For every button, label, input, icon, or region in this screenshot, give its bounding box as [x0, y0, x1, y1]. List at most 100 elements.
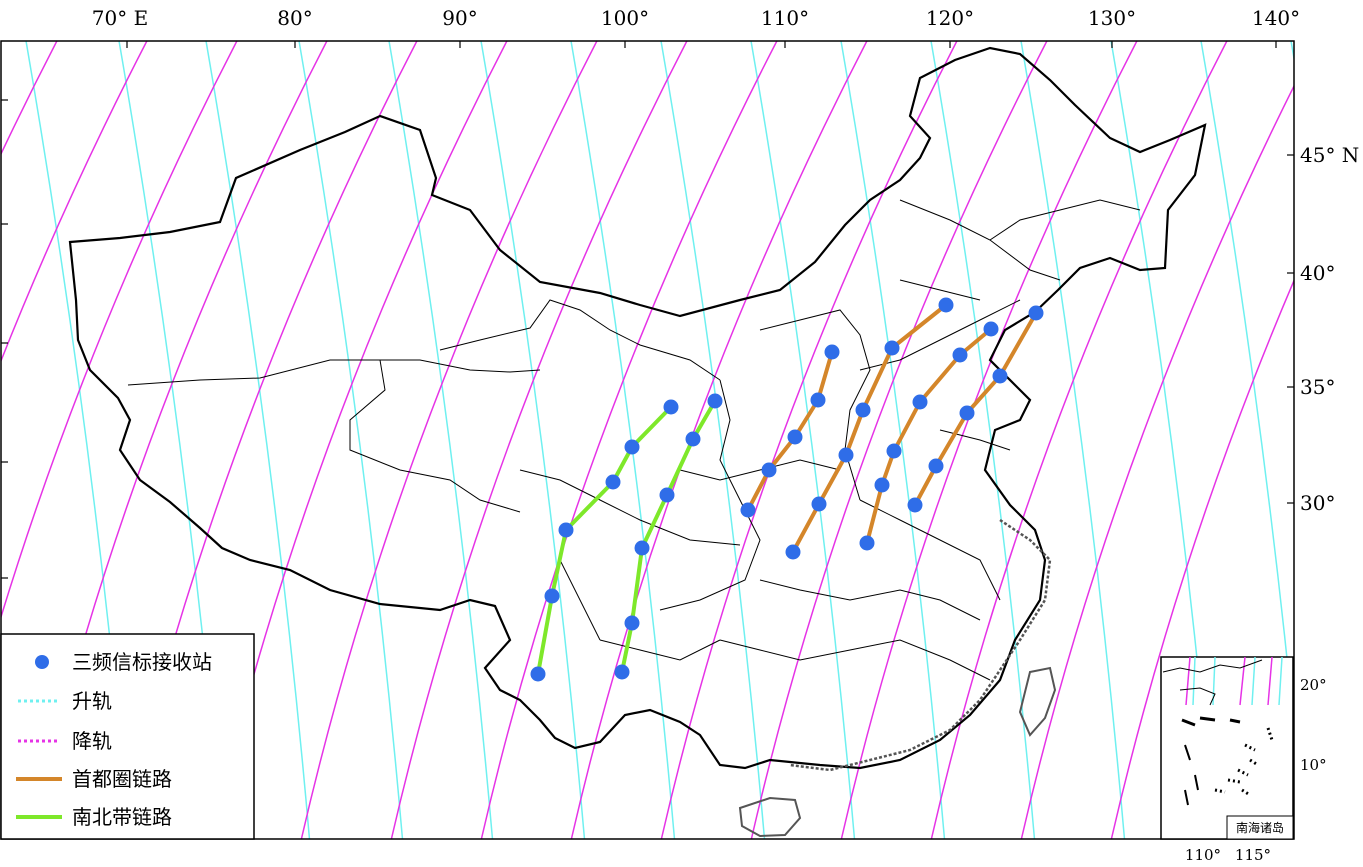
descending-track [1, 41, 238, 620]
lon-label-110: 110° [761, 6, 809, 30]
station-marker [912, 394, 928, 410]
station-marker [785, 544, 801, 560]
lon-label-100: 100° [601, 6, 649, 30]
lat-label-35: 35° [1300, 375, 1335, 399]
ascending-track [750, 41, 856, 839]
lon-label-140: 140° [1252, 6, 1300, 30]
station-marker [874, 477, 890, 493]
lat-label-30: 30° [1300, 491, 1335, 515]
station-marker [663, 399, 679, 415]
station-marker [983, 321, 999, 337]
descending-track [390, 41, 688, 839]
capital-link [791, 303, 948, 553]
lon-label-120: 120° [926, 6, 974, 30]
legend-label-ns-link: 南北带链路 [72, 805, 172, 829]
descending-track [750, 41, 1048, 839]
station-marker [787, 429, 803, 445]
station-marker [886, 443, 902, 459]
descending-track [660, 41, 958, 839]
ascending-track [205, 41, 311, 839]
taiwan-outline [1018, 666, 1057, 737]
ascending-track [930, 41, 1036, 839]
legend-label-ascending: 升轨 [72, 689, 112, 713]
inset-lon-label-110: 110° [1185, 846, 1221, 864]
province-borders [127, 199, 1141, 681]
ascending-track [1200, 41, 1294, 735]
ascending-track [570, 41, 676, 839]
station-marker [707, 393, 723, 409]
lat-label-45: 45° N [1300, 143, 1359, 167]
descending-track [840, 41, 1138, 839]
station-marker [558, 522, 574, 538]
station-marker [614, 664, 630, 680]
station-marker [859, 535, 875, 551]
longitude-labels: 70° E 80° 90° 100° 110° 120° 130° 140° [92, 6, 1300, 30]
ascending-track [388, 41, 494, 839]
hainan-outline [738, 796, 802, 838]
ascending-track [480, 41, 586, 839]
ascending-track [660, 41, 766, 839]
station-marker [855, 402, 871, 418]
map-frame [0, 40, 1295, 840]
ascending-track [840, 41, 946, 839]
station-marker [624, 439, 640, 455]
inset-title: 南海诸岛 [1236, 820, 1284, 835]
china-map [68, 46, 1207, 838]
lon-label-130: 130° [1088, 6, 1136, 30]
station-marker [838, 447, 854, 463]
station-marker [824, 344, 840, 360]
south-sea-inset: 南海诸岛 20° 10° 110° 115° [1160, 656, 1327, 864]
ascending-track [298, 41, 404, 839]
descending-tracks [1, 41, 1294, 839]
north-south-link [536, 405, 673, 675]
capital-link [746, 351, 834, 511]
station-marker [740, 502, 756, 518]
lon-label-70: 70° E [92, 6, 148, 30]
inset-background [1160, 656, 1294, 840]
orbit-tracks [1, 41, 1294, 839]
descending-track [930, 41, 1228, 839]
station-marker [685, 431, 701, 447]
station-marker [634, 540, 650, 556]
station-marker [605, 474, 621, 490]
lon-label-90: 90° [442, 6, 477, 30]
legend-label-descending: 降轨 [72, 729, 112, 753]
legend-station-marker [35, 655, 49, 669]
station-marker [624, 615, 640, 631]
station-marker [907, 497, 923, 513]
station-marker [659, 487, 675, 503]
inset-lat-label-10: 10° [1300, 756, 1327, 774]
station-marker [959, 405, 975, 421]
legend-label-capital-link: 首都圈链路 [72, 767, 172, 791]
descending-track [300, 41, 598, 839]
descending-track [1, 41, 58, 156]
station-marker [884, 340, 900, 356]
inset-lat-label-20: 20° [1300, 676, 1327, 694]
descending-track [1, 41, 148, 363]
station-marker [1028, 305, 1044, 321]
legend-label-station: 三频信标接收站 [72, 650, 212, 674]
coastline-detail [789, 518, 1052, 772]
ascending-track [1020, 41, 1126, 839]
inset-lon-label-115: 115° [1235, 846, 1271, 864]
station-marker [811, 496, 827, 512]
latitude-labels: 45° N 40° 35° 30° [1300, 143, 1359, 515]
station-marker [810, 392, 826, 408]
descending-track [1110, 278, 1294, 839]
station-marker [928, 458, 944, 474]
descending-track [480, 41, 778, 839]
station-marker [530, 666, 546, 682]
graticule-ticks [1, 41, 1294, 579]
station-marker [992, 368, 1008, 384]
lat-label-40: 40° [1300, 261, 1335, 285]
lon-label-80: 80° [277, 6, 312, 30]
station-marker [952, 347, 968, 363]
station-marker [938, 297, 954, 313]
station-marker [761, 462, 777, 478]
descending-track [1020, 84, 1294, 839]
station-marker [544, 588, 560, 604]
legend: 三频信标接收站 升轨 降轨 首都圈链路 南北带链路 [0, 633, 255, 840]
national-border [68, 46, 1207, 770]
stations [530, 297, 1044, 682]
